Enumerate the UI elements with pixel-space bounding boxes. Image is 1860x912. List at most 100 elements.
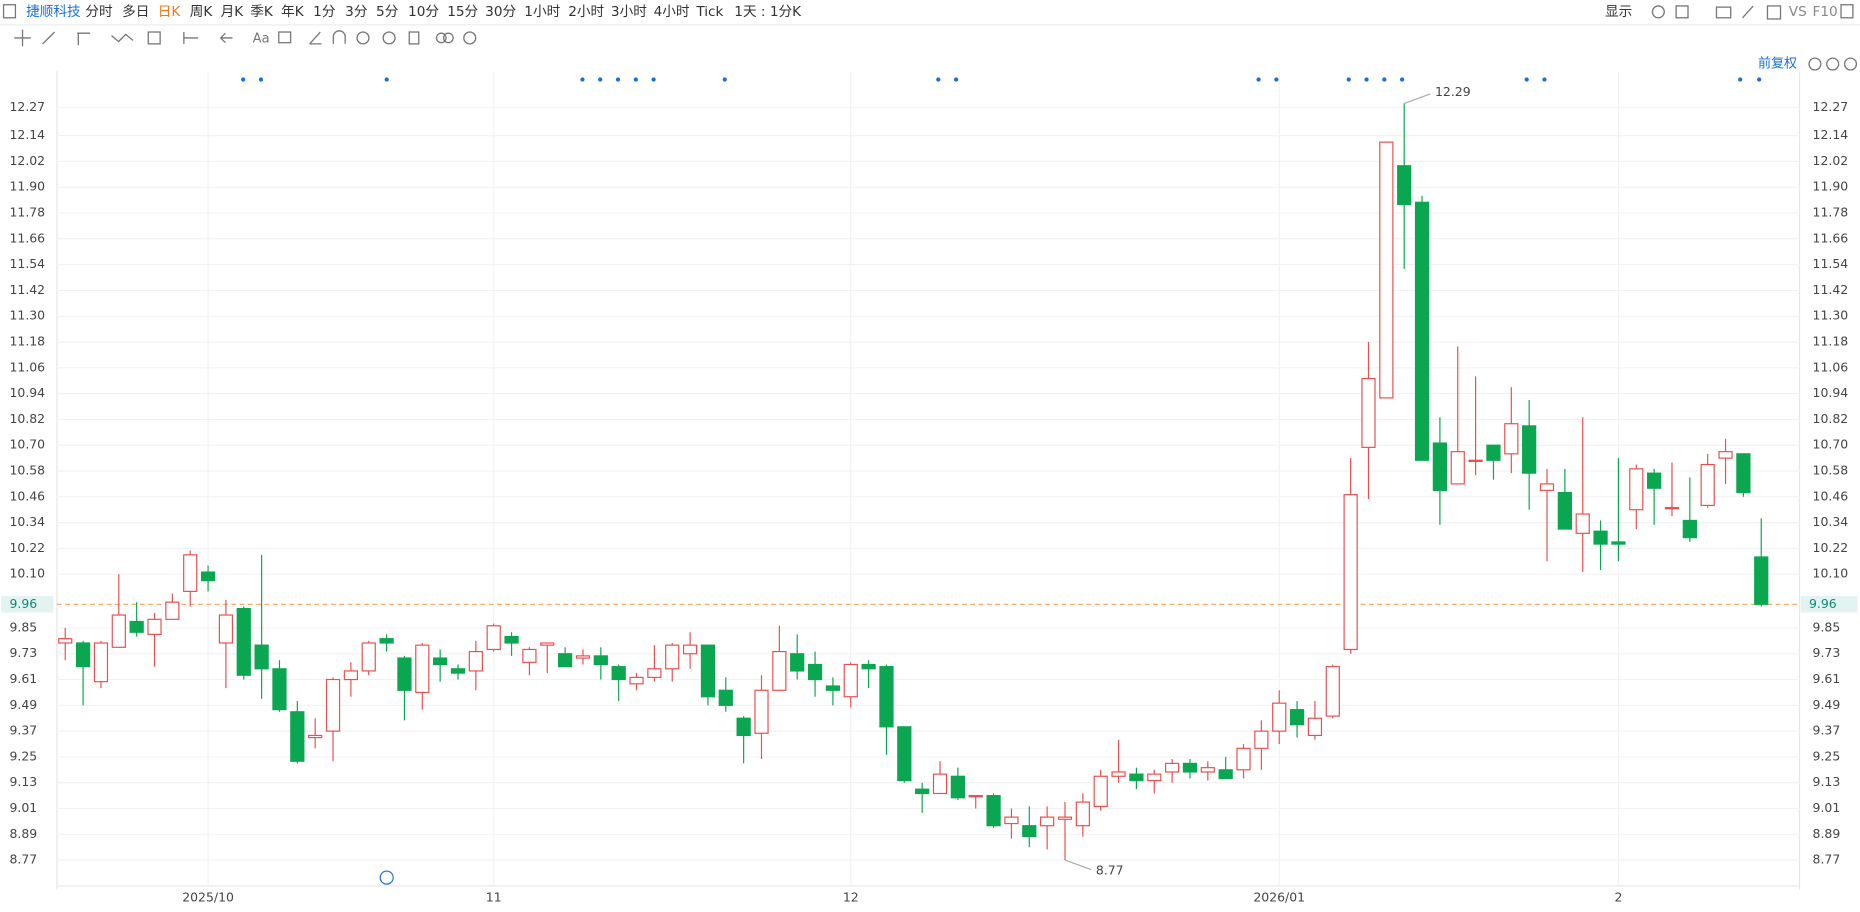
candle-body [1468, 459, 1483, 463]
y-tick-label: 8.77 [9, 852, 37, 867]
event-dot[interactable] [258, 77, 264, 82]
candle-body [433, 657, 448, 666]
line-tool[interactable] [42, 31, 56, 45]
text-tool[interactable]: Aa [253, 32, 270, 47]
event-dot[interactable] [1256, 77, 1261, 82]
event-dot[interactable] [580, 77, 585, 82]
wave-tool[interactable] [111, 33, 134, 43]
event-dot[interactable] [1382, 77, 1387, 82]
high-leader [1403, 93, 1431, 104]
delete-tool[interactable] [408, 31, 420, 45]
event-dot[interactable] [1364, 77, 1369, 82]
event-dot[interactable] [1524, 77, 1529, 82]
y2-tick-label: 9.37 [1813, 723, 1841, 738]
event-dot[interactable] [651, 77, 656, 82]
measure-tool[interactable] [147, 31, 161, 45]
display-menu[interactable]: 显示 [1605, 4, 1632, 20]
tool-settings[interactable] [463, 31, 477, 45]
period-button[interactable]: 季K [250, 4, 274, 20]
period-button[interactable]: 月K [221, 4, 245, 20]
fullscreen-icon[interactable] [1766, 5, 1782, 20]
event-dot[interactable] [953, 77, 959, 82]
y2-tick-label: 8.89 [1813, 826, 1841, 841]
event-dot[interactable] [633, 77, 638, 82]
period-button[interactable]: 分时 [85, 4, 113, 20]
arrow-tool[interactable] [219, 32, 233, 44]
event-dot[interactable] [722, 77, 727, 82]
event-dot[interactable] [598, 77, 603, 82]
link-tool-2[interactable] [442, 32, 454, 44]
event-dot[interactable] [1542, 77, 1547, 82]
candle-body [129, 620, 144, 633]
vs-button[interactable]: VS [1789, 4, 1807, 20]
period-button[interactable]: 1小时 [524, 4, 560, 20]
sidebar-toggle[interactable] [2, 4, 17, 19]
y2-tick-label: 9.85 [1813, 619, 1841, 634]
period-button[interactable]: 15分 [447, 4, 478, 20]
candle-body [575, 655, 591, 659]
angle-tool[interactable] [309, 31, 322, 45]
candle-body [647, 668, 662, 678]
zoom-in-icon[interactable] [1843, 57, 1858, 71]
settings-icon[interactable] [1651, 5, 1665, 19]
event-dot[interactable] [1399, 77, 1405, 82]
period-button[interactable]: 1天 : 1分K [734, 4, 802, 20]
period-button[interactable]: 周K [190, 4, 214, 20]
period-button[interactable]: 多日 [122, 3, 149, 20]
panel-toggle[interactable] [1840, 4, 1854, 19]
period-button[interactable]: 3分 [345, 4, 368, 20]
eye-tool[interactable] [382, 31, 396, 45]
circle-tool[interactable] [356, 31, 370, 45]
camera-icon[interactable] [1715, 6, 1732, 19]
candle-body [1379, 141, 1394, 399]
event-dot[interactable] [1757, 77, 1762, 82]
candle-body [58, 638, 73, 644]
event-dot[interactable] [936, 77, 941, 82]
y-tick-label: 9.25 [9, 748, 37, 763]
y-tick-label: 10.22 [9, 540, 45, 555]
event-dot[interactable] [615, 77, 621, 82]
candle-body [1664, 506, 1680, 510]
y2-tick-label: 10.22 [1813, 540, 1849, 555]
period-button[interactable]: Tick [695, 4, 723, 20]
adjust-mode[interactable]: 前复权 [1758, 56, 1797, 72]
period-button[interactable]: 2小时 [568, 4, 604, 20]
event-dot[interactable] [241, 77, 246, 82]
pen-icon[interactable] [1742, 5, 1754, 19]
period-button[interactable]: 10分 [408, 4, 439, 20]
event-dot[interactable] [384, 77, 389, 82]
period-button[interactable]: 3小时 [611, 4, 647, 20]
event-dot[interactable] [1274, 77, 1279, 82]
candle-body [1075, 801, 1090, 827]
candle-body [522, 648, 537, 663]
stock-name[interactable]: 捷顺科技 [26, 4, 81, 20]
note-tool[interactable] [278, 31, 292, 44]
event-dot[interactable] [1346, 77, 1351, 82]
f10-button[interactable]: F10 [1813, 4, 1838, 20]
event-dot[interactable] [1738, 77, 1743, 82]
reset-icon[interactable] [1808, 57, 1822, 71]
shape-icon[interactable] [1675, 5, 1689, 19]
y-tick-label: 9.37 [9, 723, 37, 738]
candle-body [183, 554, 198, 592]
candle-body [843, 663, 858, 698]
period-button[interactable]: 5分 [376, 4, 399, 20]
period-button[interactable]: 日K [158, 4, 182, 20]
zoom-out-icon[interactable] [1826, 57, 1840, 71]
period-button[interactable]: 年K [281, 4, 305, 20]
y-tick-label: 9.49 [9, 697, 37, 712]
earnings-marker[interactable] [379, 870, 394, 885]
period-button[interactable]: 1分 [313, 4, 336, 20]
period-button[interactable]: 30分 [485, 4, 516, 20]
candle-body [1307, 717, 1323, 737]
move-tool[interactable] [14, 29, 31, 47]
candle-body [1486, 444, 1501, 461]
y-tick-label: 9.85 [9, 619, 37, 634]
range-tool[interactable] [183, 32, 199, 44]
arc-tool[interactable] [332, 30, 346, 44]
candle-body [665, 644, 680, 670]
candle-body [1718, 451, 1733, 459]
period-button[interactable]: 4小时 [654, 4, 690, 20]
link-tool[interactable] [435, 32, 447, 44]
channel-tool[interactable] [77, 32, 91, 46]
